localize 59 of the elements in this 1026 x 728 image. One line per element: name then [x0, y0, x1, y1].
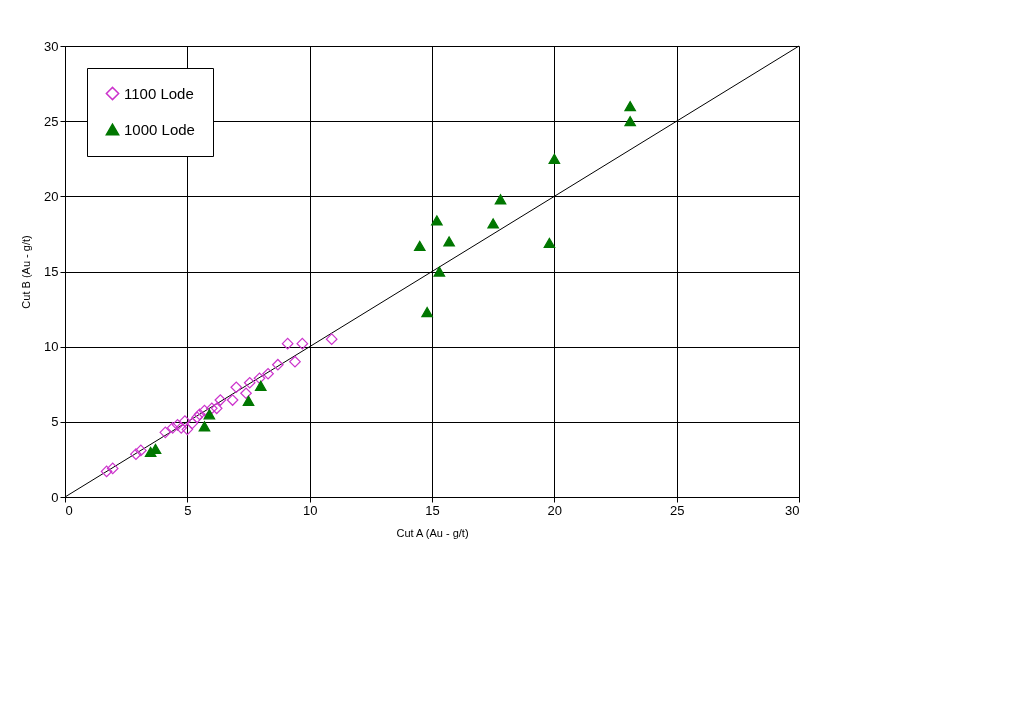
point [175, 422, 188, 434]
point [159, 426, 172, 439]
y-axis-title: Cut B (Au - g/t) [20, 235, 33, 309]
point [254, 380, 267, 391]
point [443, 236, 455, 247]
point [253, 372, 266, 385]
x-tick-label: 15 [425, 502, 440, 518]
x-axis-title: Cut A (Au - g/t) [396, 526, 469, 539]
point [289, 355, 301, 368]
y-tick-label: 0 [51, 489, 59, 505]
legend-label: 1000 Lode [124, 120, 195, 138]
point [262, 367, 274, 380]
point [100, 465, 113, 478]
y-tick-label: 10 [44, 339, 59, 355]
point [205, 402, 218, 415]
point [179, 415, 191, 427]
point [130, 448, 142, 460]
point [624, 100, 637, 112]
point [487, 218, 500, 229]
point [166, 422, 179, 434]
point [494, 194, 507, 205]
point [281, 337, 294, 350]
y-tick-label: 30 [44, 38, 59, 54]
point [296, 337, 309, 350]
point [226, 394, 239, 406]
x-tick-label: 0 [65, 502, 73, 518]
point [624, 116, 637, 127]
x-tick-label: 20 [547, 502, 563, 518]
point [106, 462, 119, 475]
point [431, 215, 443, 226]
point [181, 423, 194, 436]
point [325, 333, 338, 345]
point [272, 358, 284, 371]
point [242, 395, 255, 406]
point [135, 444, 147, 457]
point [433, 266, 446, 277]
x-tick-label: 25 [669, 502, 685, 518]
point [413, 240, 426, 252]
x-tick-label: 10 [302, 502, 318, 518]
point [214, 394, 227, 406]
y-tick-label: 20 [44, 188, 59, 204]
x-tick-label: 5 [184, 502, 192, 518]
point [243, 376, 256, 389]
legend-label: 1100 Lode [124, 84, 194, 102]
point [543, 237, 556, 249]
point [186, 417, 199, 430]
y-tick-label: 15 [44, 264, 59, 279]
point [240, 387, 252, 400]
point [171, 419, 184, 431]
y-tick-label: 5 [51, 414, 59, 430]
point [230, 381, 243, 394]
point [421, 306, 433, 318]
point [548, 153, 561, 164]
point [203, 409, 216, 420]
point [210, 402, 223, 415]
point [198, 421, 211, 432]
x-tick-label: 30 [785, 502, 800, 518]
point [198, 404, 211, 417]
y-tick-label: 25 [44, 113, 59, 129]
